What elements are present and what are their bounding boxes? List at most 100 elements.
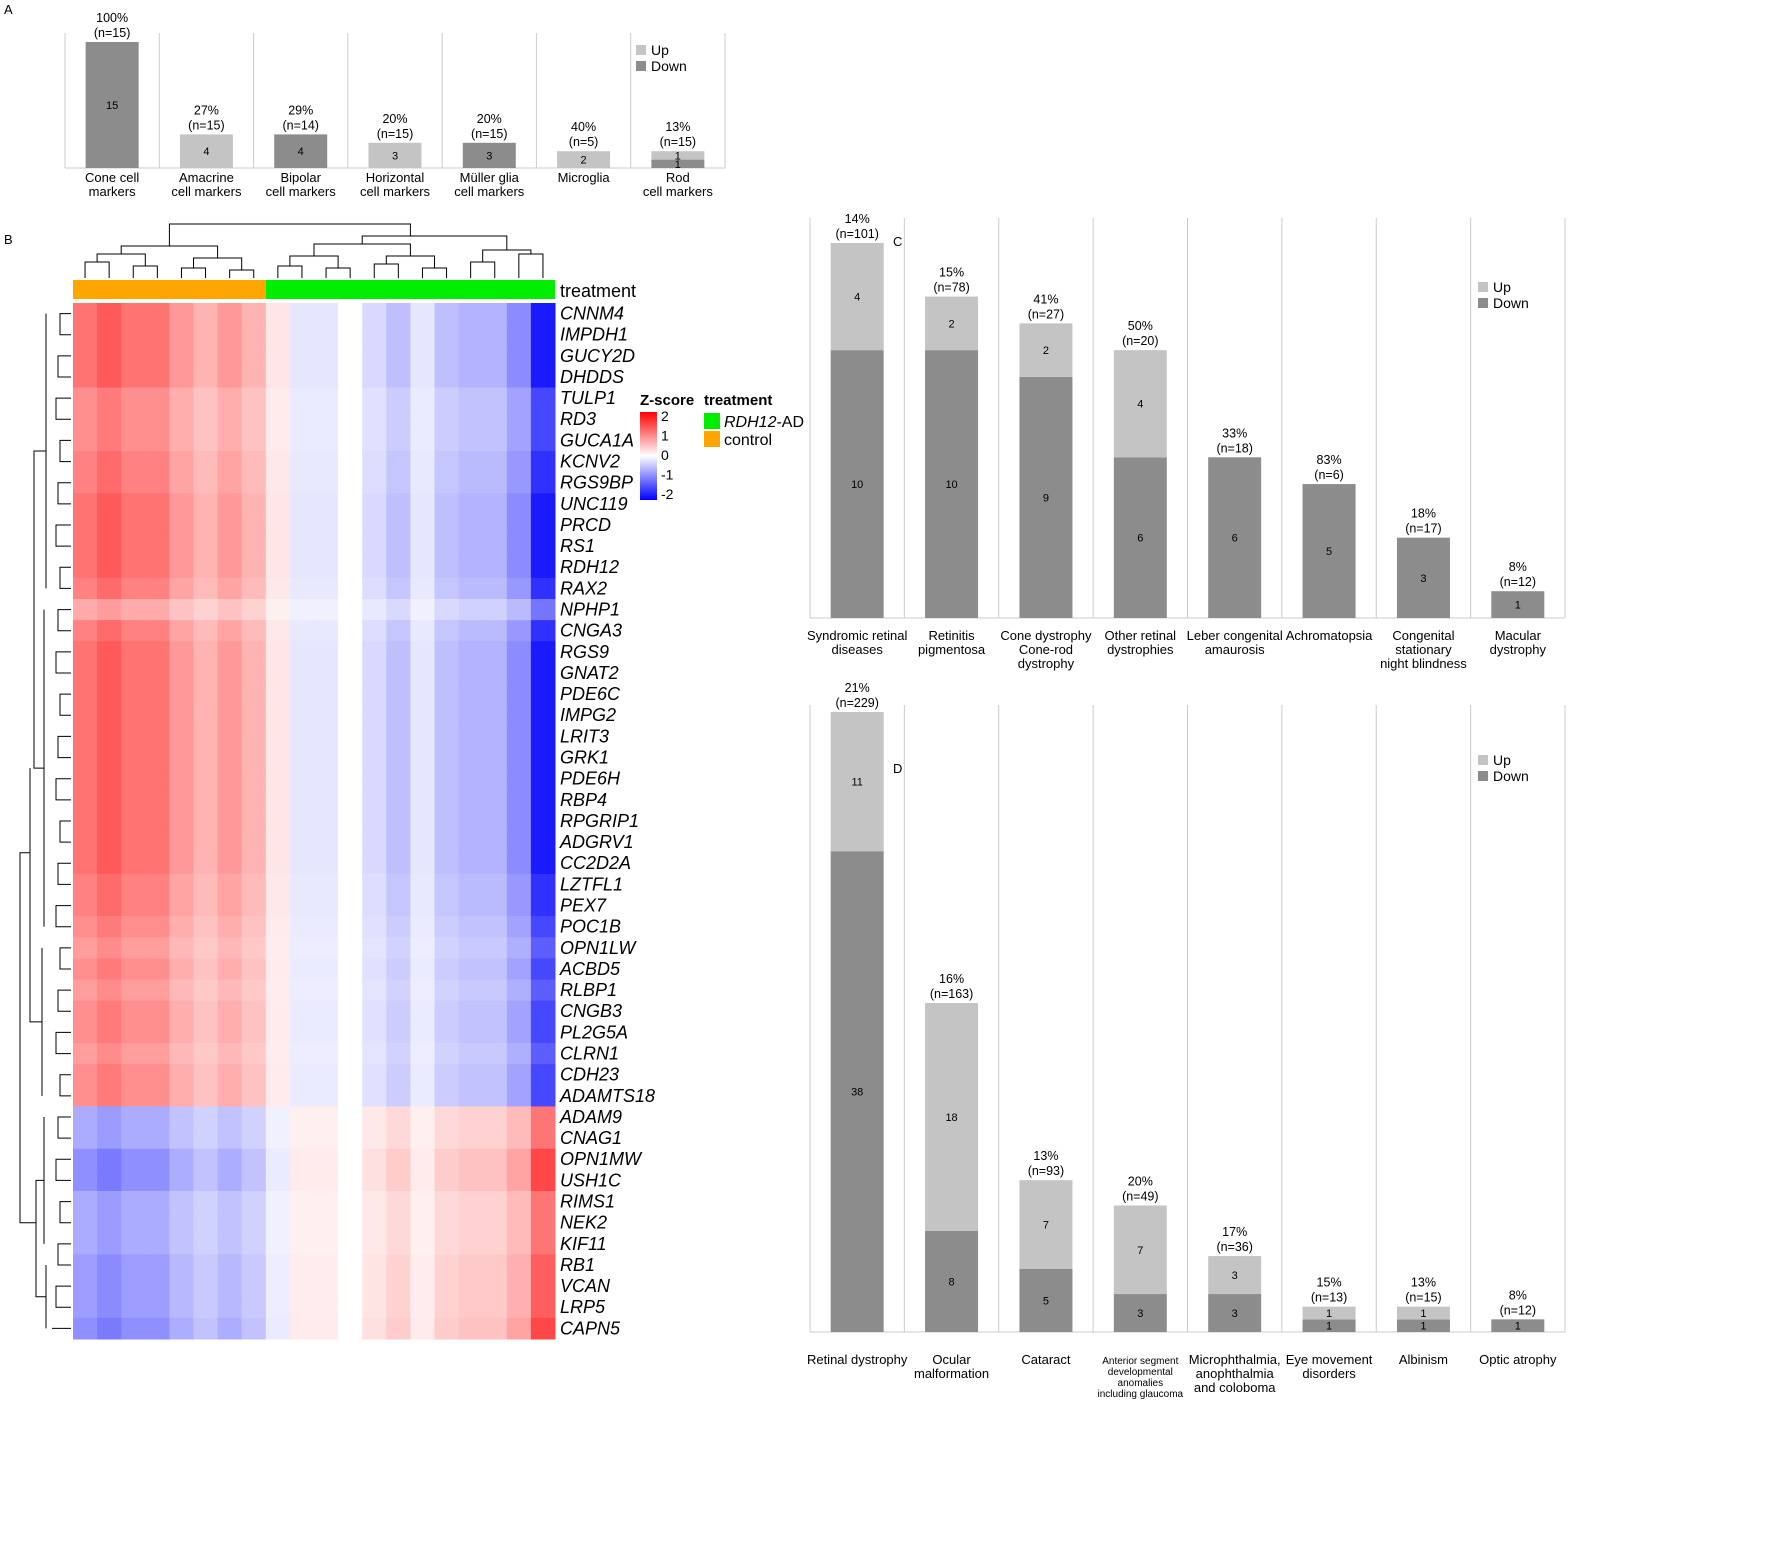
heatmap-cell [289, 683, 315, 706]
bar-percent-label: 18% [1411, 507, 1436, 521]
category-label: markers [89, 184, 136, 199]
legend-label-up: Up [651, 42, 669, 58]
heatmap-cell [169, 725, 194, 748]
heatmap-cell [458, 1254, 484, 1277]
heatmap-cell [386, 366, 411, 389]
heatmap-cell [289, 916, 315, 938]
heatmap-cell [530, 1148, 556, 1171]
heatmap-cell [434, 873, 460, 896]
heatmap-cell [338, 556, 363, 579]
heatmap-cell [386, 1296, 411, 1319]
heatmap-cell [289, 1106, 315, 1129]
heatmap-cell [217, 1064, 243, 1086]
heatmap-cell [506, 1000, 532, 1023]
heatmap-cell [338, 1317, 363, 1340]
heatmap-cell [289, 1021, 315, 1044]
bar-n-label: (n=27) [1028, 307, 1064, 321]
heatmap-cell [169, 1021, 194, 1044]
bar-up-value: 1 [675, 150, 681, 162]
heatmap-cell [434, 1233, 460, 1255]
category-label: cell markers [454, 184, 525, 199]
heatmap-cell [73, 1317, 98, 1340]
heatmap-cell [121, 979, 146, 1002]
heatmap-cell [145, 1021, 170, 1044]
heatmap-cell [458, 810, 484, 833]
heatmap-cell [265, 1064, 291, 1086]
heatmap-cell [169, 704, 194, 727]
heatmap-cell [338, 1148, 363, 1171]
heatmap-cell [410, 1021, 435, 1044]
heatmap-cell [434, 1106, 460, 1129]
heatmap-cell [458, 831, 484, 854]
bar-down-cone-dystrophy-cone-rod-dystrophy [1019, 376, 1073, 618]
heatmap-cell [410, 1148, 435, 1171]
heatmap-cell [362, 1233, 387, 1255]
bar-up-ocular-malformation [925, 1003, 979, 1231]
heatmap-cell [386, 514, 411, 537]
heatmap-cell [217, 1254, 243, 1277]
heatmap-cell [193, 324, 219, 346]
heatmap-cell [169, 937, 194, 959]
heatmap-cell [458, 387, 484, 410]
heatmap-cell [217, 535, 243, 558]
heatmap-cell [289, 493, 315, 515]
heatmap-cell [97, 599, 122, 621]
heatmap-cell [289, 429, 315, 452]
heatmap-cell [338, 1191, 363, 1213]
heatmap-cell [362, 937, 387, 959]
heatmap-cell [458, 535, 484, 558]
heatmap-cell [314, 556, 339, 579]
bar-down-retinal-dystrophy [830, 851, 884, 1332]
heatmap-cell [241, 1021, 267, 1044]
heatmap-cell [97, 1317, 122, 1340]
heatmap-cell [265, 324, 291, 346]
heatmap-cell [410, 599, 435, 621]
heatmap-cell [217, 958, 243, 981]
heatmap-cell [193, 1085, 219, 1107]
heatmap-cell [482, 556, 508, 579]
heatmap-cell [482, 1000, 508, 1023]
heatmap-cell [506, 1317, 532, 1340]
heatmap-cell [217, 493, 243, 515]
heatmap-cell [73, 1233, 98, 1255]
heatmap-cell [73, 873, 98, 896]
heatmap-cell [217, 599, 243, 621]
heatmap-cell [314, 916, 339, 938]
panel-letter-a: A [4, 2, 13, 17]
heatmap-cell [434, 1127, 460, 1150]
category-label: pigmentosa [918, 642, 986, 657]
bar-n-label: (n=78) [933, 281, 969, 295]
heatmap-cell [73, 1212, 98, 1234]
heatmap-cell [169, 810, 194, 833]
heatmap-cell [458, 472, 484, 494]
heatmap-cell [530, 493, 556, 515]
heatmap-cell [289, 1127, 315, 1150]
heatmap-cell [73, 514, 98, 537]
bar-down-value: 6 [1137, 533, 1143, 545]
heatmap-cell [73, 747, 98, 769]
bar-percent-label: 50% [1128, 319, 1153, 333]
heatmap-cell [314, 1296, 339, 1319]
heatmap-cell [73, 852, 98, 875]
heatmap-cell [458, 683, 484, 706]
bar-down-achromatopsia [1302, 484, 1356, 618]
heatmap-cell [506, 725, 532, 748]
heatmap-cell [121, 873, 146, 896]
heatmap-cell [217, 641, 243, 663]
heatmap-cell [386, 345, 411, 367]
heatmap-cell [241, 1191, 267, 1213]
heatmap-cell [289, 1064, 315, 1086]
bar-n-label: (n=15) [94, 26, 130, 40]
heatmap-cell [458, 1106, 484, 1129]
heatmap-cell [314, 345, 339, 367]
bar-up-value: 4 [1137, 399, 1143, 411]
heatmap-cell [434, 345, 460, 367]
heatmap-cell [506, 345, 532, 367]
heatmap-cell [193, 1275, 219, 1298]
heatmap-cell [434, 768, 460, 790]
heatmap-cell [314, 1106, 339, 1129]
heatmap-cell [386, 725, 411, 748]
heatmap-cell [386, 662, 411, 685]
